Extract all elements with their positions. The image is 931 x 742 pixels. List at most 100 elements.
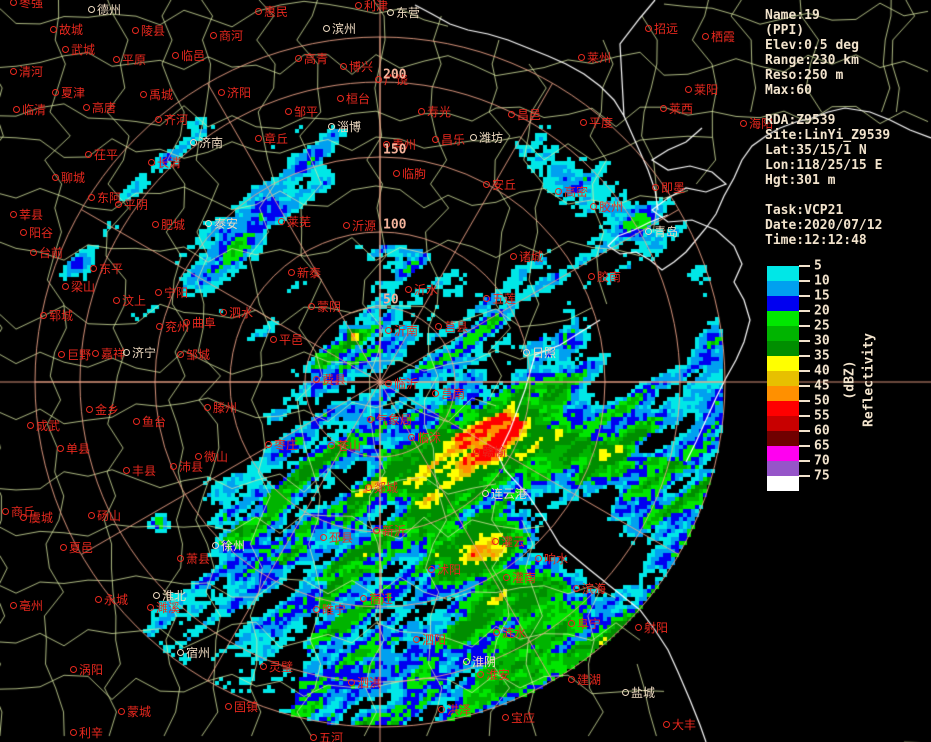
city-marker-icon <box>360 595 367 602</box>
city-label: 宿迁 <box>360 593 393 605</box>
city-label: 阳谷 <box>20 227 53 239</box>
city-marker-icon <box>170 463 177 470</box>
city-label: 沂水 <box>405 284 438 296</box>
city-label: 章丘 <box>255 133 288 145</box>
city-marker-icon <box>123 349 130 356</box>
city-marker-icon <box>70 729 77 736</box>
city-label: 汶上 <box>113 295 146 307</box>
city-label: 徐州 <box>212 540 245 552</box>
city-label: 灌南 <box>503 572 536 584</box>
city-label: 莒南 <box>432 388 465 400</box>
city-label: 费县 <box>313 374 346 386</box>
city-marker-icon <box>10 0 17 6</box>
city-marker-icon <box>645 228 652 235</box>
city-label: 济宁 <box>123 347 156 359</box>
city-marker-icon <box>27 422 34 429</box>
city-marker-icon <box>220 309 227 316</box>
city-label: 安丘 <box>483 179 516 191</box>
info-line: Site:LinYi_Z9539 <box>765 128 891 143</box>
city-marker-icon <box>463 658 470 665</box>
city-marker-icon <box>432 136 439 143</box>
city-marker-icon <box>428 566 435 573</box>
city-label: 苍山 <box>328 440 361 452</box>
city-marker-icon <box>285 108 292 115</box>
city-label: 青州 <box>383 139 416 151</box>
city-label: 邹城 <box>177 349 210 361</box>
city-marker-icon <box>383 141 390 148</box>
legend-value: 25 <box>814 318 830 334</box>
legend-tick <box>799 265 810 267</box>
city-marker-icon <box>588 273 595 280</box>
city-label: 清河 <box>10 66 43 78</box>
city-marker-icon <box>153 592 160 599</box>
city-marker-icon <box>510 253 517 260</box>
city-label: 濉溪 <box>147 602 180 614</box>
city-label: 泗水 <box>220 307 253 319</box>
city-marker-icon <box>155 289 162 296</box>
city-label: 武城 <box>62 44 95 56</box>
city-label: 东营 <box>387 7 420 19</box>
city-label: 微山 <box>195 451 228 463</box>
city-marker-icon <box>30 249 37 256</box>
city-marker-icon <box>580 119 587 126</box>
city-label: 蒙城 <box>118 706 151 718</box>
city-marker-icon <box>58 351 65 358</box>
city-label: 莒县 <box>435 321 468 333</box>
city-marker-icon <box>190 139 197 146</box>
city-marker-icon <box>152 221 159 228</box>
city-marker-icon <box>20 229 27 236</box>
city-marker-icon <box>483 181 490 188</box>
city-marker-icon <box>660 105 667 112</box>
city-marker-icon <box>20 514 27 521</box>
info-line: Elev:0.5 deg <box>765 38 859 53</box>
city-marker-icon <box>555 188 562 195</box>
city-marker-icon <box>70 666 77 673</box>
city-label: 邳县 <box>320 532 353 544</box>
city-marker-icon <box>313 376 320 383</box>
city-label: 睢宁 <box>313 604 346 616</box>
city-label: 平度 <box>580 117 613 129</box>
city-marker-icon <box>502 714 509 721</box>
legend-tick <box>799 445 810 447</box>
legend-value: 10 <box>814 273 830 289</box>
legend-value: 55 <box>814 408 830 424</box>
city-label: 平阴 <box>115 199 148 211</box>
legend-value: 30 <box>814 333 830 349</box>
city-label: 赣榆 <box>473 446 506 458</box>
city-label: 嘉祥 <box>92 348 125 360</box>
city-marker-icon <box>470 134 477 141</box>
city-label: 东阿 <box>88 192 121 204</box>
info-gap <box>765 98 890 113</box>
city-label: 枣强 <box>10 0 43 9</box>
city-marker-icon <box>123 467 130 474</box>
city-marker-icon <box>205 220 212 227</box>
city-marker-icon <box>348 679 355 686</box>
legend-value: 40 <box>814 363 830 379</box>
city-marker-icon <box>88 512 95 519</box>
city-label: 滨州 <box>323 23 356 35</box>
city-marker-icon <box>10 68 17 75</box>
legend-value: 70 <box>814 453 830 469</box>
city-marker-icon <box>60 544 67 551</box>
city-label: 滕州 <box>204 402 237 414</box>
city-label: 丰县 <box>123 465 156 477</box>
legend-tick <box>799 475 810 477</box>
city-label: 即墨 <box>652 182 685 194</box>
city-marker-icon <box>685 86 692 93</box>
city-marker-icon <box>265 441 272 448</box>
city-label: 成武 <box>27 420 60 432</box>
legend-value: 60 <box>814 423 830 439</box>
city-label: 胶南 <box>588 271 621 283</box>
city-marker-icon <box>13 106 20 113</box>
city-marker-icon <box>503 574 510 581</box>
city-label: 砀山 <box>88 510 121 522</box>
city-label: 灵璧 <box>260 661 293 673</box>
city-label: 海阳 <box>740 118 773 130</box>
city-label: 高唐 <box>83 102 116 114</box>
city-label: 莱西 <box>660 103 693 115</box>
city-label: 连云港 <box>482 488 527 500</box>
city-label: 齐河 <box>155 114 188 126</box>
city-label: 昌邑 <box>508 109 541 121</box>
legend-tick <box>799 295 810 297</box>
city-label: 亳州 <box>10 600 43 612</box>
